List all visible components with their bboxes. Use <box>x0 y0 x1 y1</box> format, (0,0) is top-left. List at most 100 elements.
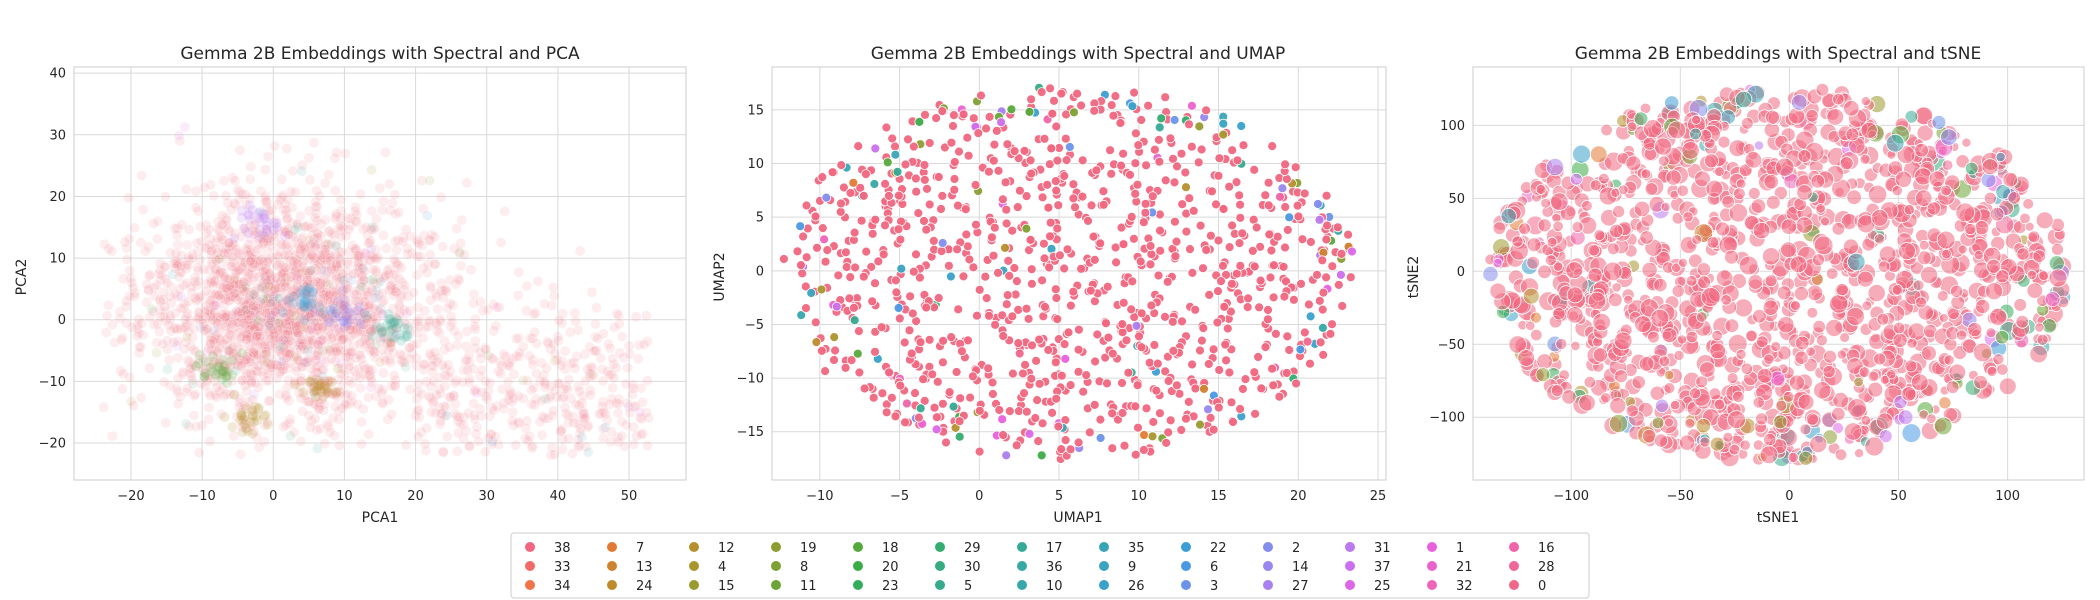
scatter-point <box>183 296 194 307</box>
scatter-point <box>1152 358 1163 369</box>
scatter-point <box>469 313 481 325</box>
scatter-point <box>1090 356 1100 367</box>
scatter-point <box>495 237 507 248</box>
scatter-point <box>1753 140 1765 151</box>
scatter-point <box>280 329 291 340</box>
scatter-point <box>343 224 355 235</box>
scatter-point <box>867 228 878 239</box>
scatter-point <box>265 297 277 309</box>
scatter-point <box>1014 348 1025 359</box>
scatter-point <box>641 310 652 322</box>
scatter-point <box>915 337 926 348</box>
scatter-point <box>272 282 284 294</box>
scatter-point <box>1297 234 1308 245</box>
scatter-point <box>955 393 966 404</box>
scatter-point <box>1264 229 1275 240</box>
scatter-point <box>1198 263 1208 274</box>
scatter-point <box>1213 286 1223 297</box>
scatter-point <box>1036 87 1047 97</box>
scatter-point <box>257 297 269 309</box>
scatter-point <box>1214 153 1225 164</box>
scatter-point <box>993 267 1003 278</box>
scatter-point <box>949 184 960 195</box>
scatter-point <box>245 256 256 267</box>
scatter-point <box>215 231 227 242</box>
scatter-point <box>352 398 364 410</box>
scatter-point <box>529 399 541 411</box>
scatter-point <box>861 169 871 180</box>
scatter-point <box>2019 212 2031 225</box>
scatter-point <box>1206 230 1216 241</box>
scatter-point <box>1263 314 1273 325</box>
scatter-point <box>386 409 398 420</box>
scatter-point <box>1107 348 1118 359</box>
scatter-point <box>895 234 906 245</box>
scatter-point <box>1204 289 1215 300</box>
cluster-point <box>254 231 265 242</box>
scatter-point <box>1039 133 1050 144</box>
scatter-point <box>1107 443 1118 454</box>
scatter-point <box>1105 145 1115 156</box>
scatter-point <box>243 314 255 325</box>
scatter-point <box>1861 300 1873 312</box>
scatter-point <box>797 268 808 279</box>
scatter-point <box>500 351 512 362</box>
scatter-point <box>398 232 409 243</box>
y-tick-label: −20 <box>39 437 66 452</box>
scatter-point <box>483 432 494 444</box>
scatter-point <box>988 250 999 261</box>
scatter-point <box>187 378 199 390</box>
scatter-point <box>193 311 204 323</box>
scatter-point <box>437 446 449 458</box>
scatter-point <box>1002 290 1013 301</box>
scatter-point <box>266 353 278 365</box>
scatter-point <box>1314 214 1325 225</box>
scatter-point <box>513 266 525 278</box>
scatter-point <box>845 188 856 198</box>
scatter-point <box>417 203 429 215</box>
scatter-point <box>948 401 959 412</box>
scatter-point <box>944 260 954 271</box>
scatter-point <box>1031 355 1041 366</box>
scatter-point <box>364 365 376 377</box>
scatter-point <box>2022 198 2034 210</box>
scatter-point <box>1347 246 1357 257</box>
scatter-point <box>1260 190 1271 201</box>
scatter-point <box>349 365 361 377</box>
scatter-point <box>1812 320 1826 334</box>
scatter-point <box>1867 381 1884 398</box>
scatter-point <box>1918 239 1930 251</box>
scatter-point <box>1218 118 1229 129</box>
scatter-point <box>412 250 424 262</box>
x-tick-label: −10 <box>188 489 215 504</box>
scatter-point <box>1024 428 1035 439</box>
scatter-point <box>577 408 589 420</box>
y-tick-label: 30 <box>49 128 66 143</box>
scatter-point <box>1188 205 1199 216</box>
scatter-point <box>241 328 253 340</box>
scatter-point <box>1117 378 1127 388</box>
scatter-point <box>954 416 965 427</box>
scatter-point <box>1024 107 1035 117</box>
scatter-point <box>1242 302 1253 313</box>
scatter-point <box>527 354 539 366</box>
scatter-point <box>393 207 405 218</box>
scatter-point <box>260 164 271 175</box>
scatter-point <box>870 214 881 225</box>
scatter-point <box>231 275 243 286</box>
scatter-point <box>609 322 620 333</box>
scatter-point <box>1131 128 1141 139</box>
scatter-point <box>218 175 230 187</box>
scatter-point <box>1053 421 1064 432</box>
scatter-point <box>1130 158 1141 169</box>
scatter-point <box>1825 267 1839 280</box>
scatter-point <box>1098 199 1109 210</box>
scatter-point <box>1068 286 1079 297</box>
scatter-point <box>2038 270 2050 282</box>
scatter-point <box>944 387 955 398</box>
scatter-point <box>1726 372 1739 385</box>
cluster-point <box>229 233 240 244</box>
scatter-point <box>445 320 456 332</box>
scatter-point <box>255 185 267 197</box>
scatter-point <box>810 211 821 222</box>
